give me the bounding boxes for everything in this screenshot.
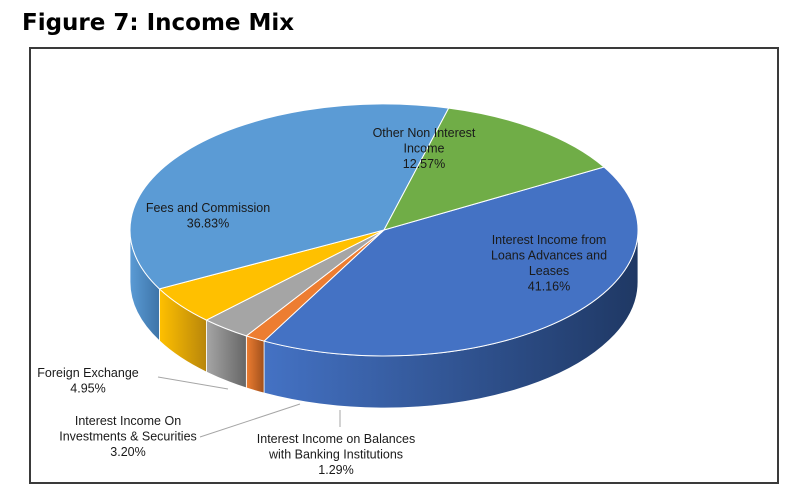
figure-title: Figure 7: Income Mix xyxy=(22,10,295,36)
pie-side-1 xyxy=(245,335,265,394)
leader-line-2 xyxy=(199,403,301,438)
slice-label-4: Fees and Commission 36.83% xyxy=(146,201,270,231)
pie-slice-4 xyxy=(129,103,450,290)
pie-slice-0 xyxy=(263,166,639,357)
slice-label-5: Other Non Interest Income 12.57% xyxy=(373,126,476,171)
pie-slice-5 xyxy=(383,107,605,231)
leader-line-3 xyxy=(157,376,229,390)
leader-lines xyxy=(157,376,341,438)
slice-label-1: Interest Income on Balances with Banking … xyxy=(257,432,415,477)
slice-label-3: Foreign Exchange 4.95% xyxy=(37,366,139,396)
slice-label-0: Interest Income from Loans Advances and Le… xyxy=(491,233,607,294)
pie-sides xyxy=(129,229,639,409)
pie-tops xyxy=(129,103,639,357)
slice-label-2: Interest Income On Investments & Securiti… xyxy=(59,414,197,459)
slice-labels: Interest Income from Loans Advances and Le… xyxy=(37,126,607,477)
